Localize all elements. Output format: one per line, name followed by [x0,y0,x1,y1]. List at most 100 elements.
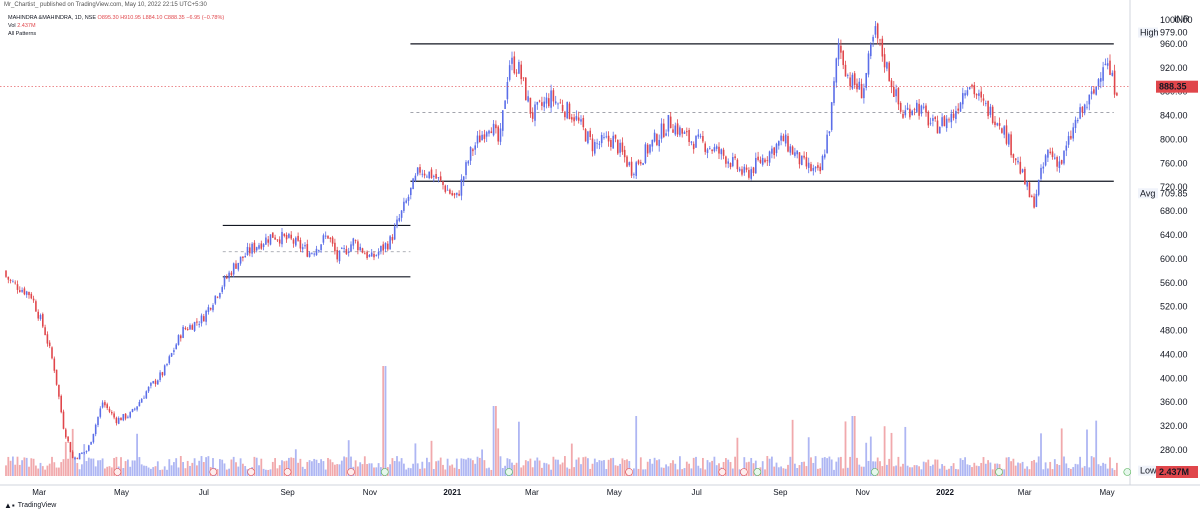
candle-body [196,321,198,323]
stat-tag-bg [1138,188,1158,199]
candle-body [120,417,122,421]
candle-body [113,413,115,418]
volume-bar [580,464,582,476]
candle-body [911,110,913,116]
volume-bar [115,456,118,476]
candle-body [651,139,654,147]
time-tick-label: Sep [773,488,788,497]
volume-bar [1042,469,1045,476]
volume-bar [902,463,904,476]
volume-bar [200,456,203,476]
volume-bar [807,437,810,476]
volume-bar [856,457,858,476]
volume-bar [573,467,575,476]
volume-bar [603,460,605,476]
candle-body [656,134,658,146]
volume-bar [366,464,368,476]
candle-body [1028,182,1031,198]
candle-body [1056,157,1058,167]
candle-body [398,218,401,221]
dividend-icon [113,468,122,476]
candle-body [883,54,886,68]
volume-bar [911,467,914,476]
volume-bar [582,457,585,476]
candle-body [426,176,428,178]
candle-body [304,245,306,247]
volume-bar [688,463,690,476]
volume-bar [676,469,679,476]
candle-body [1017,160,1019,163]
candle-body [32,298,35,301]
volume-bar [304,468,306,476]
volume-bar [1056,464,1058,476]
candle-body [824,154,826,158]
volume-bar [704,469,707,476]
volume-bar [518,421,520,476]
candle-body [966,90,969,95]
volume-bar [925,462,927,476]
volume-bar [39,462,42,476]
volume-bar [437,460,440,476]
volume-bar [37,468,40,476]
candle-body [566,102,568,119]
volume-bar [336,464,339,476]
dividend-icon [283,468,292,476]
candle-body [853,73,856,85]
volume-bar [449,465,451,476]
volume-bar [987,460,989,476]
event-marker [347,468,355,476]
candle-body [789,146,792,153]
candle-body [1070,135,1072,139]
volume-bar [1005,457,1008,476]
volume-bar [138,457,141,476]
candle-body [1072,127,1074,139]
volume-bar [865,442,868,476]
volume-bar [423,468,426,476]
volume-bar [357,466,359,476]
candle-body [345,249,348,255]
volume-bar [253,456,256,476]
candle-body [653,132,656,142]
volume-bar [361,464,364,476]
candle-body [354,240,357,242]
candle-body [584,129,587,142]
candle-body [497,126,499,142]
candle-body [718,146,720,154]
volume-bar [334,464,336,476]
candle-body [274,237,276,240]
footer-brand[interactable]: ▲▪ TradingView [4,501,56,510]
volume-bar [191,462,194,476]
candle-body [48,342,51,347]
candle-body [720,149,723,155]
indicator-label[interactable]: All Patterns [8,31,37,37]
candle-body [876,23,879,39]
volume-bar [389,464,391,476]
volume-bar [697,465,700,476]
candle-body [561,104,564,111]
candle-body [1049,151,1051,153]
candle-body [78,453,81,460]
candle-body [752,167,755,173]
candle-body [168,356,171,364]
candle-body [435,173,437,179]
candle-body [663,123,665,137]
candle-body [801,155,803,165]
price-tick-label: 440.00 [1160,349,1188,359]
candle-body [637,160,640,164]
volume-bar [506,458,509,476]
candle-body [840,45,842,53]
candle-body [276,239,279,241]
volume-bar [734,456,736,476]
volume-bar [702,457,704,476]
volume-bar [384,366,387,476]
volume-bar [140,464,143,476]
volume-bar [455,458,458,476]
candle-body [732,157,734,167]
candle-body [522,77,525,79]
volume-bar [515,462,518,476]
volume-bar [1090,456,1093,476]
volume-bar [7,456,10,476]
volume-bar [1003,469,1006,476]
candle-body [410,187,412,196]
